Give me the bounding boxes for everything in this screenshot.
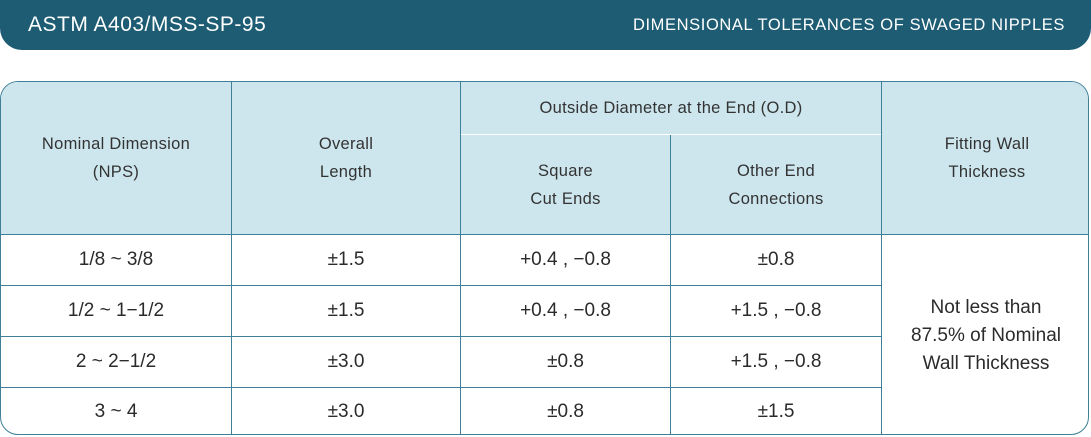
- divider: [670, 134, 671, 434]
- row2-square: +0.4 , −0.8: [520, 300, 611, 321]
- divider: [231, 82, 232, 434]
- table-title: DIMENSIONAL TOLERANCES OF SWAGED NIPPLES: [632, 16, 1065, 34]
- row4-square: ±0.8: [547, 401, 584, 422]
- row1-other: ±0.8: [757, 249, 795, 270]
- divider: [460, 82, 461, 434]
- header-square-cut-ends: Square Cut Ends: [461, 135, 670, 234]
- row4-nominal: 3 ~ 4: [94, 401, 138, 422]
- tolerance-table: Nominal Dimension (NPS) Overall Length O…: [0, 81, 1089, 435]
- row2-overall: ±1.5: [327, 300, 365, 321]
- row3-overall: ±3.0: [327, 351, 365, 372]
- row3-square: ±0.8: [547, 351, 584, 372]
- header-nominal-dimension: Nominal Dimension (NPS): [1, 82, 231, 234]
- title-banner: ASTM A403/MSS-SP-95 DIMENSIONAL TOLERANC…: [0, 0, 1091, 50]
- header-outside-diameter: Outside Diameter at the End (O.D): [461, 82, 881, 134]
- divider: [461, 134, 881, 135]
- divider: [1, 285, 881, 286]
- row4-overall: ±3.0: [327, 401, 365, 422]
- row2-other: +1.5 , −0.8: [730, 300, 822, 321]
- row1-square: +0.4 , −0.8: [520, 249, 611, 270]
- standard-title: ASTM A403/MSS-SP-95: [28, 13, 267, 36]
- header-fitting-wall-thickness: Fitting Wall Thickness: [882, 82, 1088, 234]
- divider: [1, 387, 881, 388]
- divider: [1, 336, 881, 337]
- row1-overall: ±1.5: [327, 249, 365, 270]
- divider: [881, 82, 882, 434]
- row2-nominal: 1/2 ~ 1−1/2: [67, 300, 165, 321]
- divider: [1, 234, 1088, 235]
- row4-other: ±1.5: [757, 401, 795, 422]
- row1-nominal: 1/8 ~ 3/8: [78, 249, 154, 270]
- row3-nominal: 2 ~ 2−1/2: [75, 351, 157, 372]
- header-overall-length: Overall Length: [232, 82, 460, 234]
- row3-other: +1.5 , −0.8: [730, 351, 822, 372]
- wall-thickness-value: Not less than 87.5% of Nominal Wall Thic…: [911, 296, 1061, 374]
- header-other-end-connections: Other End Connections: [671, 135, 881, 234]
